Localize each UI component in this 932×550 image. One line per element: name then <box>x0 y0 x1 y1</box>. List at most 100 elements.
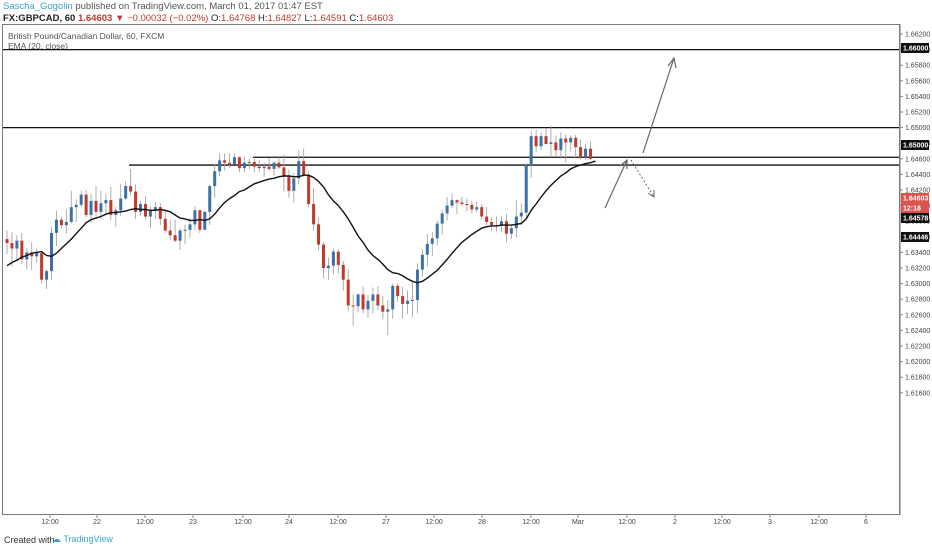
candle[interactable] <box>193 206 197 230</box>
candle[interactable] <box>74 199 78 222</box>
candle[interactable] <box>420 249 424 278</box>
candle[interactable] <box>168 219 172 240</box>
candle[interactable] <box>10 232 14 267</box>
candle[interactable] <box>59 216 63 229</box>
candle[interactable] <box>445 197 449 221</box>
candle[interactable] <box>480 204 484 220</box>
candle[interactable] <box>336 249 340 274</box>
candle[interactable] <box>559 132 563 159</box>
candle[interactable] <box>312 187 316 231</box>
candle[interactable] <box>475 201 479 213</box>
candle[interactable] <box>430 232 434 257</box>
candle[interactable] <box>45 269 49 290</box>
candle[interactable] <box>326 257 330 280</box>
candle[interactable] <box>356 292 360 313</box>
candle[interactable] <box>574 134 578 159</box>
candle[interactable] <box>173 219 177 243</box>
candle[interactable] <box>134 184 138 219</box>
candle[interactable] <box>84 190 88 218</box>
candle[interactable] <box>410 281 414 318</box>
candle[interactable] <box>415 263 419 314</box>
candle[interactable] <box>376 285 380 311</box>
candle[interactable] <box>35 248 39 263</box>
candle[interactable] <box>307 171 311 208</box>
candle[interactable] <box>99 190 103 219</box>
candle[interactable] <box>178 228 182 251</box>
candle[interactable] <box>544 127 548 145</box>
candle[interactable] <box>69 190 73 224</box>
candle[interactable] <box>569 135 573 152</box>
candle[interactable] <box>386 299 390 336</box>
candle[interactable] <box>465 198 469 212</box>
candle[interactable] <box>341 260 345 291</box>
candle[interactable] <box>94 186 98 217</box>
candle[interactable] <box>470 200 474 214</box>
candle[interactable] <box>119 183 123 216</box>
candle[interactable] <box>252 158 256 173</box>
candle[interactable] <box>490 217 494 232</box>
candle[interactable] <box>114 207 118 227</box>
candle[interactable] <box>183 224 187 244</box>
candle[interactable] <box>509 225 513 240</box>
candle[interactable] <box>529 131 533 178</box>
candle[interactable] <box>143 196 147 220</box>
candle[interactable] <box>163 209 167 233</box>
candle[interactable] <box>554 135 558 158</box>
candle[interactable] <box>504 214 508 243</box>
tradingview-logo-link[interactable]: ☁ TradingView <box>52 534 113 545</box>
candle[interactable] <box>5 230 9 254</box>
candle[interactable] <box>25 247 29 270</box>
candle[interactable] <box>589 140 593 160</box>
candle[interactable] <box>317 217 321 251</box>
candle[interactable] <box>351 294 355 326</box>
candle[interactable] <box>579 139 583 160</box>
candle[interactable] <box>514 200 518 238</box>
candle[interactable] <box>247 158 251 169</box>
candle[interactable] <box>20 232 24 265</box>
candle[interactable] <box>188 218 192 238</box>
candle[interactable] <box>218 153 222 176</box>
candle[interactable] <box>302 148 306 177</box>
candle[interactable] <box>292 172 296 203</box>
candle[interactable] <box>139 200 143 216</box>
candle[interactable] <box>435 220 439 246</box>
candle[interactable] <box>366 294 370 318</box>
candle[interactable] <box>282 154 286 192</box>
candle[interactable] <box>109 186 113 220</box>
candle[interactable] <box>425 233 429 267</box>
candle[interactable] <box>228 153 232 169</box>
candle[interactable] <box>267 158 271 172</box>
candle[interactable] <box>237 156 241 173</box>
candle[interactable] <box>232 153 236 165</box>
candle[interactable] <box>79 190 83 208</box>
candle[interactable] <box>500 215 503 233</box>
username-link[interactable]: Sascha_Gogolin <box>3 1 73 12</box>
candle[interactable] <box>564 134 568 163</box>
candle[interactable] <box>534 129 538 153</box>
candle[interactable] <box>539 132 543 151</box>
candle[interactable] <box>89 193 93 223</box>
candle[interactable] <box>158 203 162 226</box>
candle[interactable] <box>346 268 350 312</box>
candle[interactable] <box>495 216 499 232</box>
candle[interactable] <box>519 203 523 226</box>
candle[interactable] <box>321 242 325 279</box>
candle[interactable] <box>198 209 202 233</box>
candle[interactable] <box>40 250 44 284</box>
candle[interactable] <box>371 287 375 314</box>
candle[interactable] <box>381 296 385 320</box>
candle[interactable] <box>549 126 553 158</box>
candle[interactable] <box>50 226 54 280</box>
candle[interactable] <box>331 248 335 275</box>
candle[interactable] <box>213 164 217 198</box>
candle[interactable] <box>297 150 301 185</box>
candle[interactable] <box>406 290 410 315</box>
candle[interactable] <box>262 162 266 177</box>
candle[interactable] <box>524 163 528 219</box>
candle[interactable] <box>242 156 246 173</box>
candle[interactable] <box>64 209 68 234</box>
candle[interactable] <box>401 286 405 319</box>
candle[interactable] <box>15 235 19 261</box>
candle[interactable] <box>257 160 261 173</box>
